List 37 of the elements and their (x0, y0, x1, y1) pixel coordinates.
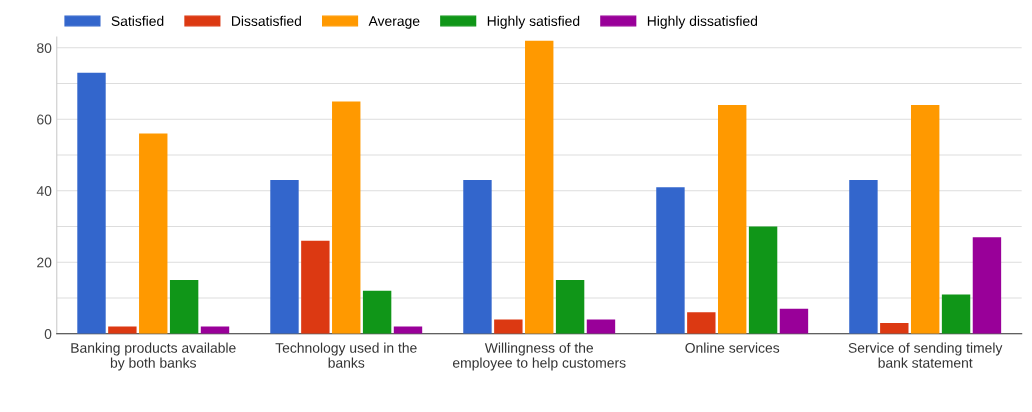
x-tick-label: Banking products available by both banks (71, 342, 236, 371)
bar (880, 323, 909, 334)
x-tick-label: Online services (685, 342, 780, 353)
bar (77, 72, 106, 334)
bar (972, 237, 1002, 334)
y-tick-label: 80 (37, 43, 52, 53)
y-tick-label: 60 (37, 114, 52, 125)
legend-label: Satisfied (111, 15, 164, 26)
bar (718, 104, 747, 334)
x-tick-label: Service of sending timely bank statement (848, 342, 1003, 368)
bar (494, 319, 523, 334)
bar (139, 133, 168, 334)
bar (910, 104, 940, 334)
x-tick-label: Willingness of the employee to help customers (452, 342, 626, 371)
y-tick-label: 20 (37, 257, 52, 268)
legend-label: Highly satisfied (487, 15, 580, 29)
y-tick-label: 40 (36, 186, 52, 196)
bar (779, 308, 809, 334)
bar (687, 312, 716, 334)
bar (169, 280, 199, 334)
bar (586, 319, 616, 334)
bar (301, 240, 330, 334)
y-tick-label: 0 (44, 329, 52, 339)
bar (525, 40, 554, 334)
x-tick-label: Technology used in the banks (275, 342, 417, 368)
bar (849, 180, 878, 334)
legend-label: Dissatisfied (232, 15, 301, 26)
bar (748, 226, 778, 334)
bar (463, 180, 492, 334)
bar (270, 180, 299, 334)
bar (941, 294, 971, 334)
bar (362, 290, 392, 334)
bar (656, 187, 685, 334)
bar (555, 280, 585, 334)
legend-label: Highly dissatisfied (647, 15, 758, 29)
bar (332, 101, 361, 334)
legend-label: Average (368, 16, 420, 29)
